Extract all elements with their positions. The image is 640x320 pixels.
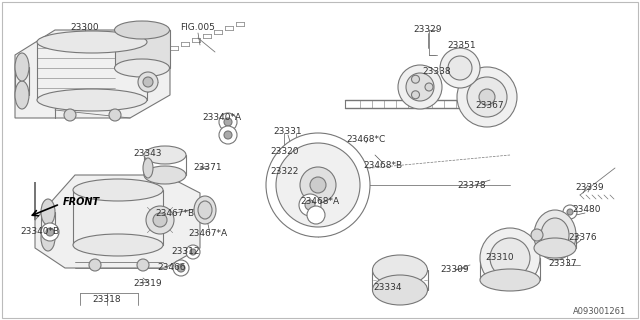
Text: 23468*B: 23468*B: [364, 161, 403, 170]
Circle shape: [137, 259, 149, 271]
Text: FIG.005: FIG.005: [180, 23, 216, 33]
Text: 23319: 23319: [134, 279, 163, 289]
Text: 23318: 23318: [93, 295, 122, 305]
Text: 23376: 23376: [569, 234, 597, 243]
Text: 23339: 23339: [576, 183, 604, 193]
Circle shape: [89, 259, 101, 271]
Circle shape: [307, 206, 325, 224]
Circle shape: [266, 133, 370, 237]
Circle shape: [186, 245, 200, 259]
Circle shape: [490, 238, 530, 278]
Text: 23480: 23480: [573, 205, 601, 214]
Text: 23322: 23322: [271, 167, 299, 177]
Polygon shape: [35, 175, 200, 268]
Circle shape: [153, 213, 167, 227]
Circle shape: [406, 73, 434, 101]
Text: 23468*A: 23468*A: [300, 197, 340, 206]
Ellipse shape: [198, 201, 212, 219]
Circle shape: [41, 223, 59, 241]
Ellipse shape: [534, 210, 576, 260]
Polygon shape: [15, 30, 170, 118]
Circle shape: [299, 194, 321, 216]
Circle shape: [143, 77, 153, 87]
Text: 23338: 23338: [422, 68, 451, 76]
Ellipse shape: [37, 31, 147, 53]
Ellipse shape: [372, 255, 428, 285]
Circle shape: [276, 143, 360, 227]
Circle shape: [177, 264, 185, 272]
Circle shape: [109, 109, 121, 121]
Circle shape: [138, 72, 158, 92]
Circle shape: [479, 89, 495, 105]
Circle shape: [310, 177, 326, 193]
Text: A093001261: A093001261: [573, 308, 626, 316]
Circle shape: [531, 229, 543, 241]
Circle shape: [46, 228, 54, 236]
Circle shape: [440, 48, 480, 88]
Circle shape: [173, 260, 189, 276]
Text: 23309: 23309: [441, 266, 469, 275]
Circle shape: [224, 118, 232, 126]
Polygon shape: [115, 30, 170, 68]
Ellipse shape: [372, 275, 428, 305]
Text: 23367: 23367: [476, 100, 504, 109]
Text: 23312: 23312: [172, 246, 200, 255]
Circle shape: [305, 200, 315, 210]
Circle shape: [224, 131, 232, 139]
Text: 23378: 23378: [458, 180, 486, 189]
Circle shape: [467, 77, 507, 117]
Circle shape: [219, 113, 237, 131]
Ellipse shape: [15, 53, 29, 81]
Circle shape: [300, 167, 336, 203]
Circle shape: [425, 83, 433, 91]
Circle shape: [563, 205, 577, 219]
Text: 23334: 23334: [374, 284, 403, 292]
Text: 23468*C: 23468*C: [346, 135, 386, 145]
Ellipse shape: [73, 179, 163, 201]
Text: 23466: 23466: [157, 263, 186, 273]
Ellipse shape: [144, 166, 186, 184]
Circle shape: [412, 75, 419, 83]
Circle shape: [412, 91, 419, 99]
Circle shape: [448, 56, 472, 80]
Text: 23467*A: 23467*A: [188, 228, 228, 237]
Text: 23300: 23300: [70, 23, 99, 33]
Text: 23310: 23310: [486, 253, 515, 262]
Text: 23340*A: 23340*A: [202, 114, 241, 123]
Ellipse shape: [115, 21, 170, 39]
Ellipse shape: [194, 196, 216, 224]
Circle shape: [457, 67, 517, 127]
Ellipse shape: [73, 234, 163, 256]
Ellipse shape: [15, 81, 29, 109]
Ellipse shape: [143, 158, 153, 178]
Text: 23331: 23331: [274, 127, 302, 137]
Circle shape: [64, 109, 76, 121]
Text: 23329: 23329: [413, 26, 442, 35]
Text: 23337: 23337: [548, 259, 577, 268]
Circle shape: [146, 206, 174, 234]
Text: 23340*B: 23340*B: [20, 228, 60, 236]
Text: 23320: 23320: [271, 148, 300, 156]
Circle shape: [190, 249, 196, 255]
Circle shape: [398, 65, 442, 109]
Text: 23371: 23371: [194, 164, 222, 172]
Ellipse shape: [41, 225, 55, 251]
Text: 23351: 23351: [448, 41, 476, 50]
Text: 23467*B: 23467*B: [156, 209, 195, 218]
Ellipse shape: [480, 269, 540, 291]
Text: FRONT: FRONT: [63, 197, 100, 207]
Ellipse shape: [541, 218, 569, 252]
Ellipse shape: [115, 59, 170, 77]
Circle shape: [219, 126, 237, 144]
Text: 23343: 23343: [134, 148, 163, 157]
Ellipse shape: [144, 146, 186, 164]
Ellipse shape: [41, 199, 55, 225]
Circle shape: [567, 209, 573, 215]
Circle shape: [480, 228, 540, 288]
Ellipse shape: [37, 89, 147, 111]
Ellipse shape: [534, 238, 576, 258]
